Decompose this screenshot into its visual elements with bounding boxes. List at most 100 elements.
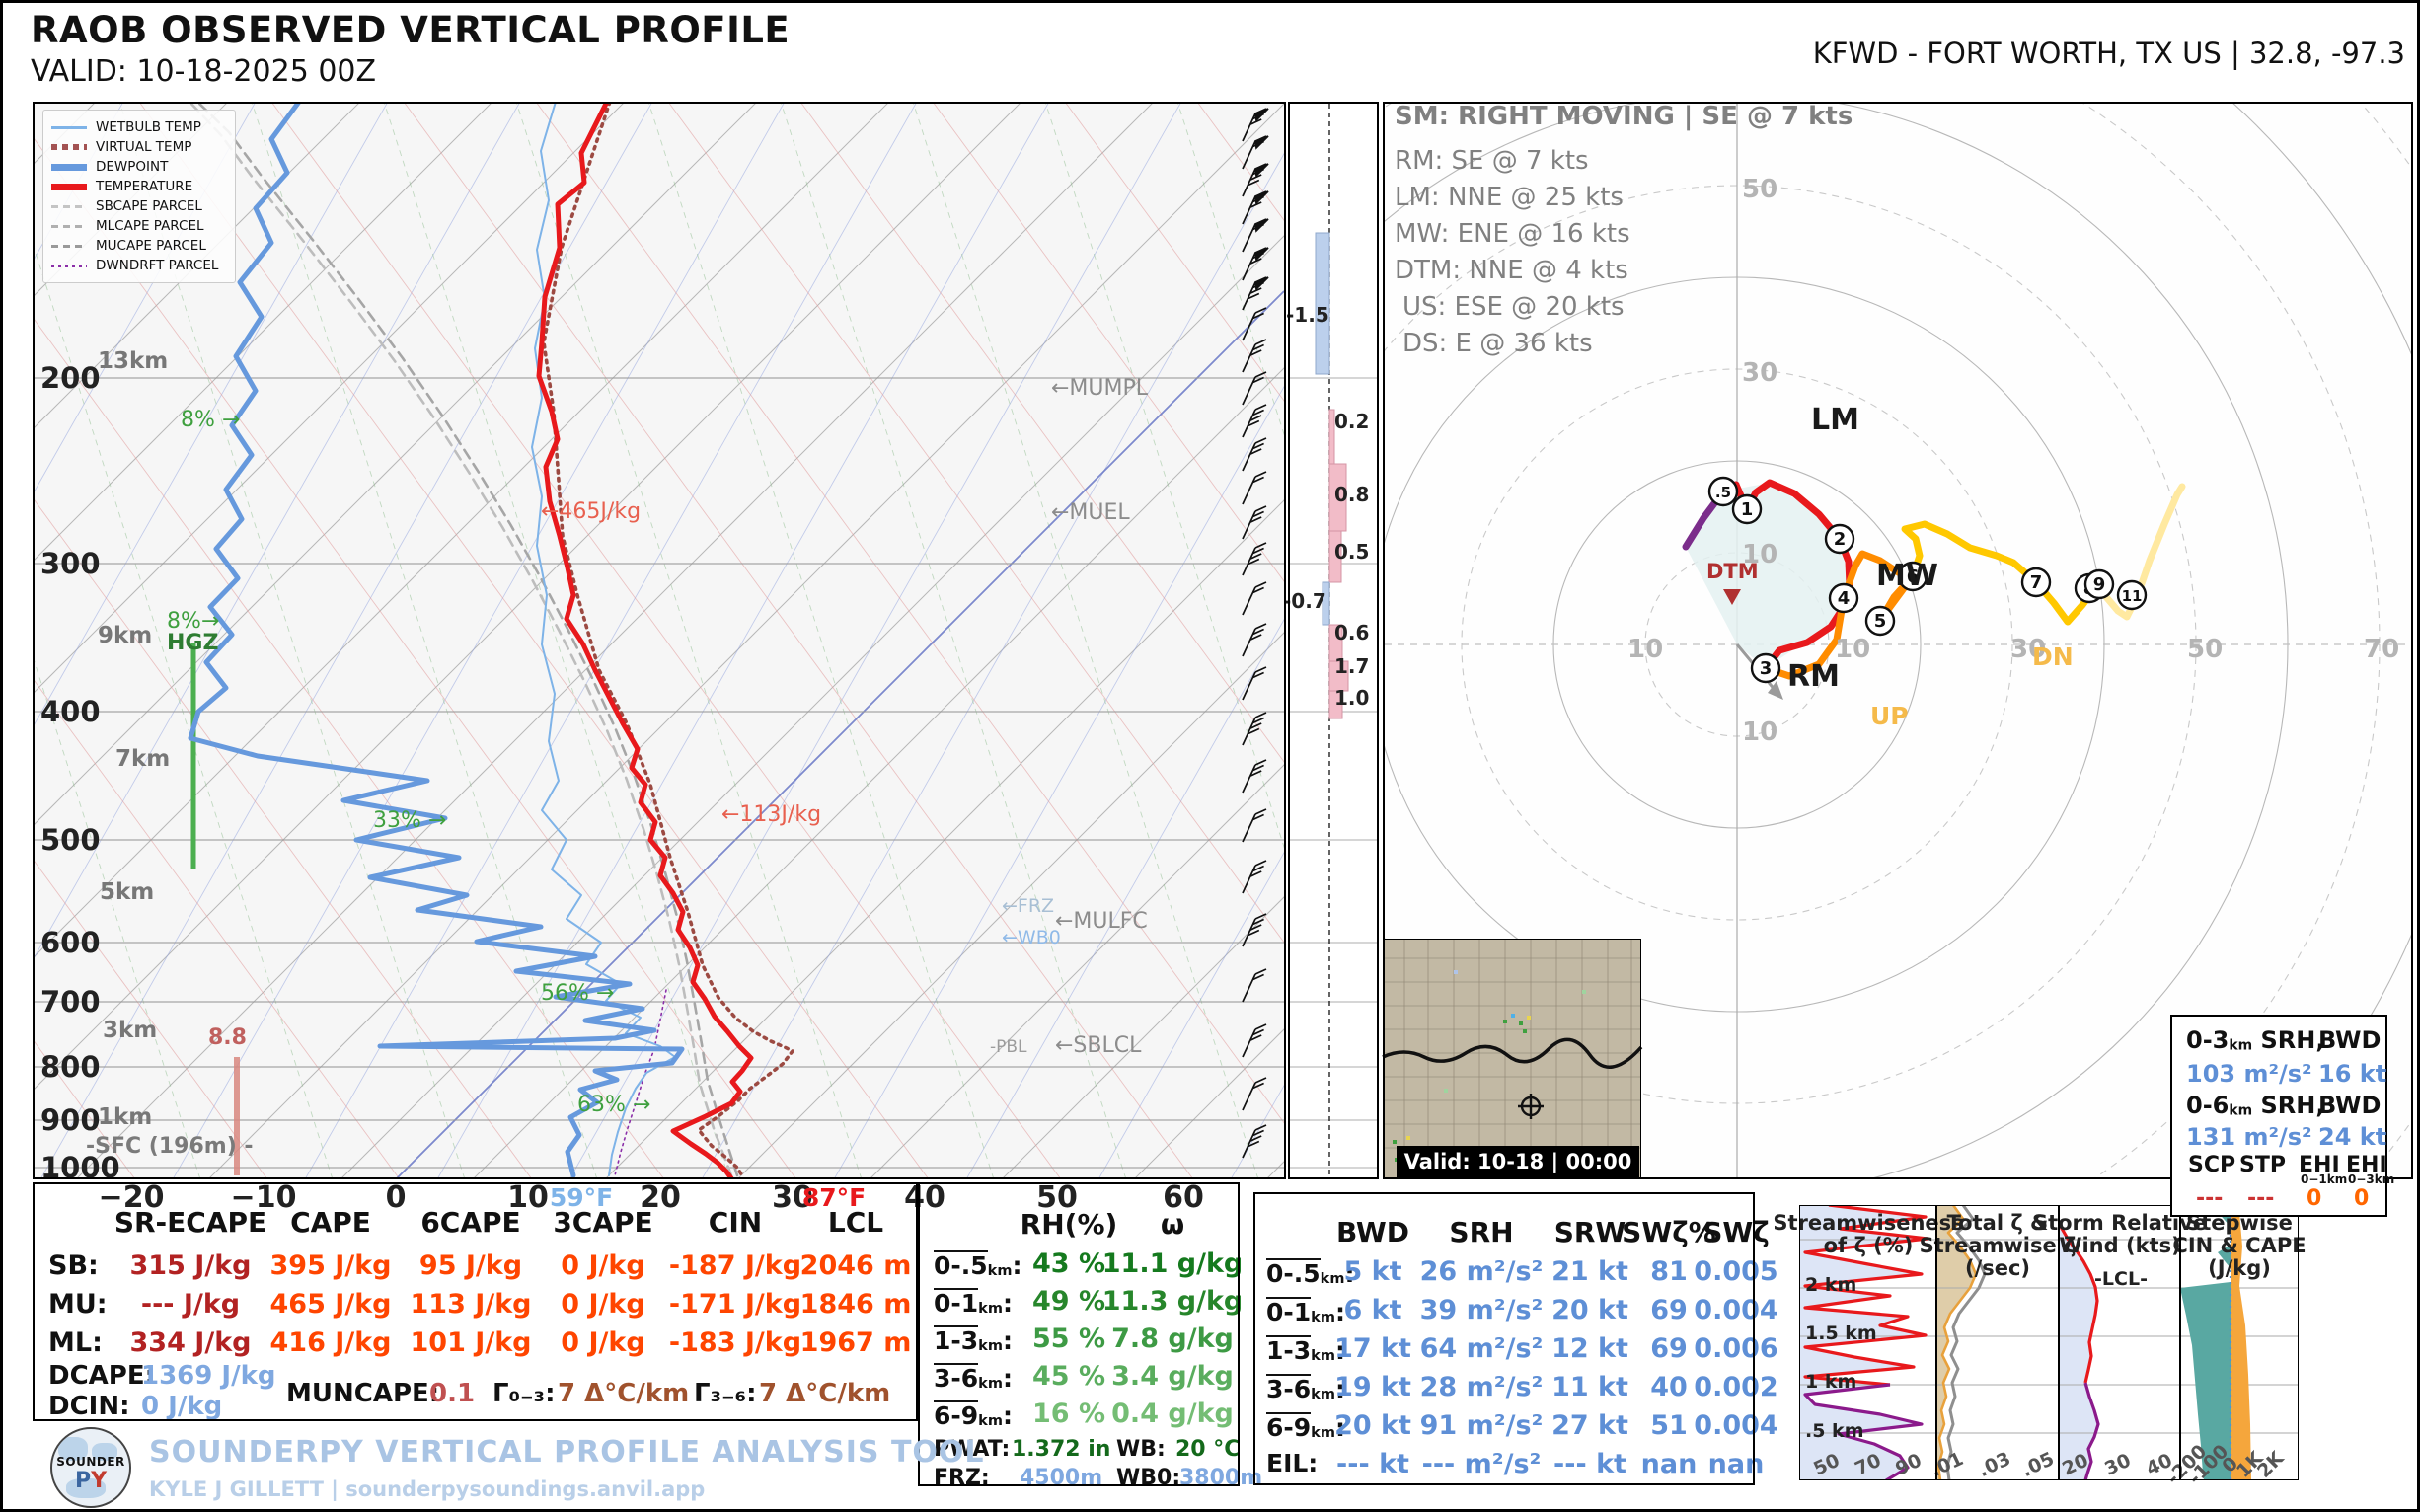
srh-0-6-header: 0-6km SRH, [2186,1092,2325,1119]
sounderpy-logo: SOUNDER PY [50,1427,131,1508]
storm-motion-line: DS: E @ 36 kts [1402,329,1593,358]
svg-text:7: 7 [2030,572,2043,593]
hodo-km-marker [1828,582,1859,614]
wind-barb [1242,623,1267,657]
legend-swatch [51,244,87,248]
hodo-km-marker [2020,567,2052,598]
legend-label: DEWPOINT [96,159,169,175]
wind-barb [1242,247,1269,281]
legend-label: DWNDRFT PARCEL [96,258,219,273]
storm-motion-line: DTM: NNE @ 4 kts [1395,256,1628,285]
legend-label: WETBULB TEMP [96,119,201,135]
index-header: SCP [2188,1153,2236,1177]
wind-barb [1242,808,1267,843]
svg-text:6: 6 [1907,567,1920,587]
legend-swatch [51,125,87,129]
index-value: 0 [2307,1186,2322,1211]
hodo-km-marker [1750,652,1781,684]
legend-item: VIRTUAL TEMP [51,137,227,157]
storm-motion-line: US: ESE @ 20 kts [1402,292,1625,322]
wind-barb [1242,759,1267,794]
index-sub: 0−1km [2301,1172,2348,1186]
wind-barb [1242,581,1267,616]
wind-barb [1242,542,1267,576]
index-header: STP [2239,1153,2286,1177]
wind-barb [1242,968,1267,1003]
svg-text:2: 2 [1834,529,1847,550]
srh-0-3-value: 103 m²/s² [2186,1060,2312,1088]
wind-barb [1242,471,1267,505]
bwd-0-3-value: 16 kt [2318,1060,2387,1088]
wind-barb [1242,307,1267,341]
wind-barb [1242,339,1267,373]
bwd-0-6-header: BWD [2318,1092,2382,1119]
legend-item: MUCAPE PARCEL [51,236,227,256]
hodo-km-marker [1897,561,1928,592]
svg-text:11: 11 [2122,587,2143,605]
plot-canvas: .512345678911 [35,104,2411,1480]
wind-barb [1242,505,1267,540]
skewt-legend: WETBULB TEMP VIRTUAL TEMP DEWPOINT TEMPERAT… [42,110,236,283]
bwd-0-3-header: BWD [2318,1026,2382,1054]
map-valid-badge: Valid: 10-18 | 00:00 [1397,1146,1639,1177]
storm-motion-line: MW: ENE @ 16 kts [1395,219,1630,249]
legend-swatch [51,204,87,208]
wind-barb [1242,860,1267,894]
legend-label: MUCAPE PARCEL [96,238,206,254]
brand-title: SOUNDERPY VERTICAL PROFILE ANALYSIS TOOL [149,1434,985,1470]
hodo-km-marker [1864,605,1896,637]
index-value: 0 [2354,1186,2370,1211]
srh-0-3-header: 0-3km SRH, [2186,1026,2325,1054]
wind-barb [1242,913,1267,947]
hodo-km-marker [2116,579,2148,611]
legend-item: SBCAPE PARCEL [51,196,227,216]
wind-barb [1242,1124,1267,1159]
wind-barb [1242,218,1269,253]
srh-bwd-info-box: 0-3km SRH, BWD 103 m²/s² 16 kt 0-6km SRH… [2170,1015,2394,1217]
hodo-km-marker [1707,476,1739,507]
svg-text:.5: .5 [1715,484,1731,501]
hodo-km-marker [1824,523,1855,555]
wind-barb [1242,712,1267,746]
wind-barb [1242,1077,1267,1111]
wind-barb [1242,276,1269,311]
index-value: --- [2196,1186,2224,1211]
svg-text:3: 3 [1760,658,1773,679]
legend-swatch [51,224,87,228]
legend-label: TEMPERATURE [96,179,193,194]
storm-motion-line: RM: SE @ 7 kts [1395,146,1589,176]
station-label: KFWD - FORT WORTH, TX US | 32.8, -97.3 [1812,37,2405,70]
svg-text:5: 5 [1874,611,1887,632]
legend-item: MLCAPE PARCEL [51,216,227,236]
storm-motion-line: LM: NNE @ 25 kts [1395,183,1624,212]
svg-text:1: 1 [1741,499,1754,520]
wind-barb [1242,108,1269,142]
wind-barb [1242,371,1267,406]
index-header: EHI [2299,1153,2340,1177]
index-sub: 0−3km [2348,1172,2395,1186]
svg-text:4: 4 [1838,588,1851,609]
index-value: --- [2247,1186,2275,1211]
legend-swatch [51,264,87,267]
svg-text:9: 9 [2093,574,2106,595]
storm-motion-line: SM: RIGHT MOVING | SE @ 7 kts [1395,102,1853,131]
wind-barb [1242,666,1267,701]
hodo-km-marker [1731,493,1763,525]
srh-0-6-value: 131 m²/s² [2186,1123,2312,1151]
legend-swatch [51,183,87,190]
wind-barb [1242,404,1267,438]
legend-item: WETBULB TEMP [51,117,227,137]
legend-label: SBCAPE PARCEL [96,198,202,214]
hodo-km-marker [2083,568,2115,600]
legend-item: DWNDRFT PARCEL [51,256,227,275]
valid-time: VALID: 10-18-2025 00Z [31,54,377,89]
wind-barb [1242,437,1267,472]
wind-barb [1242,163,1269,197]
legend-item: TEMPERATURE [51,177,227,196]
bwd-0-6-value: 24 kt [2318,1123,2387,1151]
legend-label: VIRTUAL TEMP [96,139,192,155]
legend-swatch [51,144,87,150]
legend-item: DEWPOINT [51,157,227,177]
wind-barb [1242,135,1269,170]
